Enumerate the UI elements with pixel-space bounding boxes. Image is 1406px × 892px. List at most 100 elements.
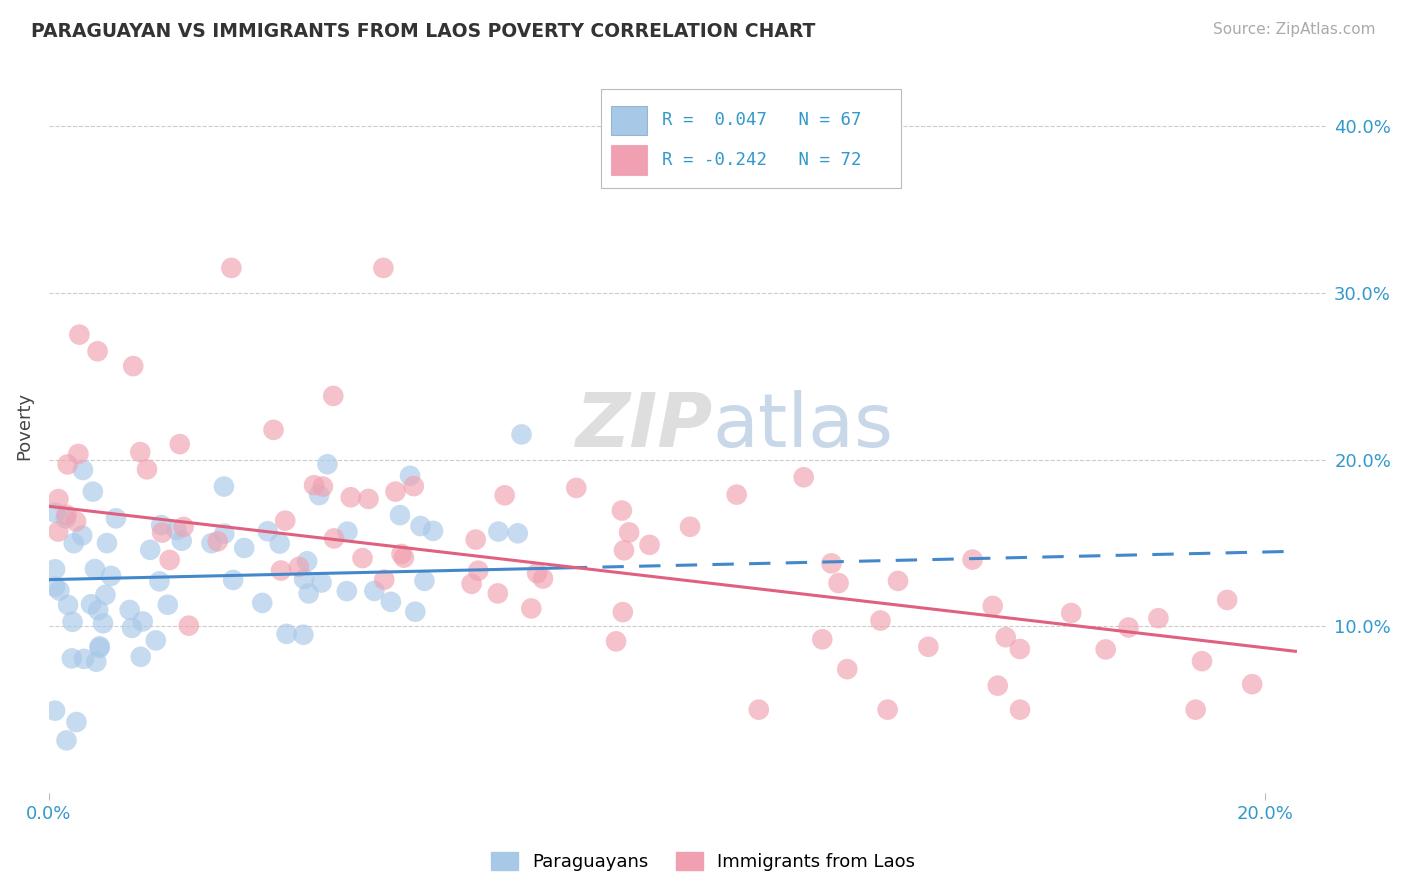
Point <box>610 503 633 517</box>
Point <box>121 621 143 635</box>
Point <box>96 536 118 550</box>
Text: Source: ZipAtlas.com: Source: ZipAtlas.com <box>1212 22 1375 37</box>
Point <box>1184 703 1206 717</box>
Point <box>56 458 79 472</box>
Text: ZIP: ZIP <box>575 390 713 463</box>
Point <box>388 508 411 523</box>
Point <box>67 447 90 461</box>
Point <box>295 554 318 568</box>
Text: PARAGUAYAN VS IMMIGRANTS FROM LAOS POVERTY CORRELATION CHART: PARAGUAYAN VS IMMIGRANTS FROM LAOS POVER… <box>31 22 815 41</box>
Point <box>270 564 292 578</box>
Point <box>60 651 83 665</box>
Point <box>311 575 333 590</box>
Point <box>981 599 1004 613</box>
Point <box>357 491 380 506</box>
Point <box>464 533 486 547</box>
Point <box>409 519 432 533</box>
Point <box>638 538 661 552</box>
Point <box>486 524 509 539</box>
Point <box>222 573 245 587</box>
Point <box>132 615 155 629</box>
Point <box>166 523 188 537</box>
Point <box>55 511 77 525</box>
Point <box>89 640 111 654</box>
Point <box>336 584 359 599</box>
Point <box>84 562 107 576</box>
Point <box>86 344 108 359</box>
Point <box>869 614 891 628</box>
Point <box>56 598 79 612</box>
Point <box>460 576 482 591</box>
Point <box>887 574 910 588</box>
Point <box>506 526 529 541</box>
Point <box>55 508 77 522</box>
Point <box>65 714 87 729</box>
Point <box>214 526 236 541</box>
Point <box>520 601 543 615</box>
Point <box>339 490 361 504</box>
Point <box>373 260 395 275</box>
Point <box>148 574 170 589</box>
Point <box>233 541 256 555</box>
Point <box>263 423 285 437</box>
Point <box>363 583 385 598</box>
Point <box>177 618 200 632</box>
Point <box>80 597 103 611</box>
Point <box>48 583 70 598</box>
Point <box>617 525 640 540</box>
Point <box>288 559 311 574</box>
Point <box>207 534 229 549</box>
Point <box>150 525 173 540</box>
Point <box>391 547 413 561</box>
Point <box>44 562 66 576</box>
Point <box>312 479 335 493</box>
Point <box>212 479 235 493</box>
Point <box>129 649 152 664</box>
Point <box>399 468 422 483</box>
Point <box>1241 677 1264 691</box>
Point <box>1118 620 1140 634</box>
Point <box>613 543 636 558</box>
Point <box>323 532 346 546</box>
Point <box>269 536 291 550</box>
Point <box>65 515 87 529</box>
Point <box>679 520 702 534</box>
Point <box>100 569 122 583</box>
Point <box>200 536 222 550</box>
Point <box>917 640 939 654</box>
Point <box>156 598 179 612</box>
Point <box>252 596 274 610</box>
Point <box>292 572 315 586</box>
Point <box>1008 703 1031 717</box>
Point <box>322 389 344 403</box>
Point <box>510 427 533 442</box>
Point <box>565 481 588 495</box>
Point <box>256 524 278 539</box>
Point <box>1147 611 1170 625</box>
Point <box>811 632 834 647</box>
Point <box>402 479 425 493</box>
Point <box>87 603 110 617</box>
Point <box>494 488 516 502</box>
Point <box>302 478 325 492</box>
Point <box>994 630 1017 644</box>
Point <box>413 574 436 588</box>
Point <box>91 616 114 631</box>
Point <box>837 662 859 676</box>
Point <box>373 573 395 587</box>
Point <box>336 524 359 539</box>
Point <box>725 488 748 502</box>
Point <box>104 511 127 525</box>
Point <box>1094 642 1116 657</box>
Point <box>44 506 66 520</box>
Point <box>46 524 69 539</box>
Point <box>467 564 489 578</box>
FancyBboxPatch shape <box>600 89 901 188</box>
Point <box>1060 606 1083 620</box>
Point <box>150 518 173 533</box>
Point <box>169 437 191 451</box>
Point <box>94 588 117 602</box>
Point <box>221 260 243 275</box>
Point <box>170 533 193 548</box>
Point <box>173 520 195 534</box>
